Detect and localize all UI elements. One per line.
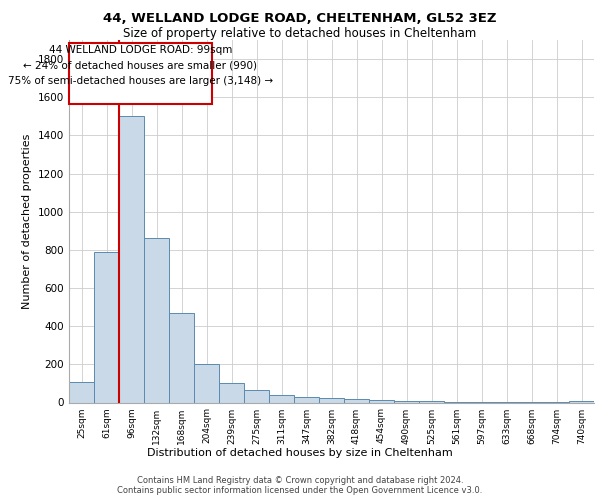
Bar	[269, 395, 294, 402]
Y-axis label: Number of detached properties: Number of detached properties	[22, 134, 32, 309]
Text: Contains HM Land Registry data © Crown copyright and database right 2024.
Contai: Contains HM Land Registry data © Crown c…	[118, 476, 482, 495]
Bar	[344, 398, 369, 402]
Text: 75% of semi-detached houses are larger (3,148) →: 75% of semi-detached houses are larger (…	[8, 76, 273, 86]
Bar	[419, 401, 444, 402]
Bar	[294, 397, 319, 402]
Text: Size of property relative to detached houses in Cheltenham: Size of property relative to detached ho…	[124, 28, 476, 40]
Bar	[219, 384, 244, 402]
Bar	[319, 398, 344, 402]
Bar	[244, 390, 269, 402]
Text: 44 WELLAND LODGE ROAD: 99sqm: 44 WELLAND LODGE ROAD: 99sqm	[49, 45, 232, 55]
Text: Distribution of detached houses by size in Cheltenham: Distribution of detached houses by size …	[147, 448, 453, 458]
Bar	[119, 116, 144, 403]
Bar	[369, 400, 394, 402]
FancyBboxPatch shape	[69, 43, 212, 104]
Bar	[144, 238, 169, 402]
Bar	[194, 364, 219, 403]
Text: ← 24% of detached houses are smaller (990): ← 24% of detached houses are smaller (99…	[23, 60, 257, 70]
Bar	[569, 400, 594, 402]
Bar	[69, 382, 94, 402]
Bar	[394, 400, 419, 402]
Text: 44, WELLAND LODGE ROAD, CHELTENHAM, GL52 3EZ: 44, WELLAND LODGE ROAD, CHELTENHAM, GL52…	[103, 12, 497, 26]
Bar	[169, 313, 194, 402]
Bar	[94, 252, 119, 402]
